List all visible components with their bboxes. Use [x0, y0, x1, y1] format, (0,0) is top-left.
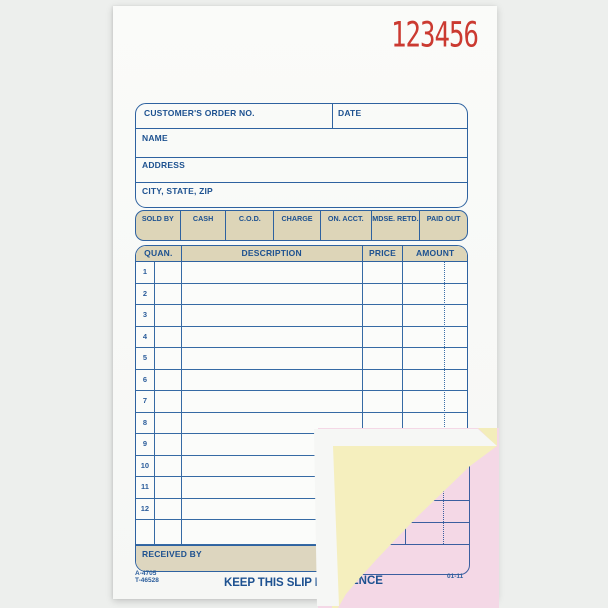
amount-cell: [402, 283, 467, 304]
amount-cell: [402, 262, 467, 283]
quan-cell: [153, 412, 181, 433]
pink-table-corner: [348, 450, 470, 575]
header-amount: AMOUNT: [402, 246, 467, 261]
price-cell: [361, 326, 403, 347]
quan-cell: [153, 348, 181, 369]
table-row: 5: [136, 348, 467, 370]
header-quan: QUAN.: [144, 248, 173, 258]
description-cell: [180, 348, 362, 369]
quan-cell: [153, 498, 181, 519]
description-cell: [180, 305, 362, 326]
row-number: 4: [142, 331, 148, 341]
description-cell: [180, 434, 362, 455]
pink-date-code: 01-11: [447, 573, 464, 580]
description-cell: [180, 326, 362, 347]
price-cell: [361, 305, 403, 326]
amount-cell: [402, 305, 467, 326]
address-label: ADDRESS: [142, 160, 185, 170]
row-number: 10: [140, 460, 150, 470]
description-cell: [180, 498, 362, 519]
form-codes: A-4705 T-46528: [135, 570, 159, 584]
amount-cell: [402, 348, 467, 369]
price-cell: [361, 348, 403, 369]
table-row: 6: [136, 369, 467, 391]
row-number: [136, 520, 154, 544]
payment-method-box: SOLD BY CASH C.O.D. CHARGE ON. ACCT. MDS…: [135, 210, 468, 241]
table-rows: 1 2 3 4 5 6 7 8 9 10 11 12: [136, 262, 467, 545]
quan-cell: [153, 369, 181, 390]
name-label: NAME: [142, 133, 168, 143]
description-cell: [180, 520, 362, 544]
row-number: 7: [142, 396, 148, 405]
table-row: 2: [136, 283, 467, 305]
description-cell: [180, 262, 362, 283]
received-by-label: RECEIVED BY: [142, 549, 202, 559]
form-code-2: T-46528: [135, 576, 159, 584]
amount-cell: [402, 412, 467, 433]
payment-cell-cod: C.O.D.: [225, 211, 273, 240]
date-label: DATE: [338, 108, 362, 118]
description-cell: [180, 412, 362, 433]
header-price: PRICE: [361, 246, 403, 261]
table-row: 1: [136, 262, 467, 284]
amount-cell: [402, 369, 467, 390]
cents-dotted-rule: [444, 262, 445, 545]
price-cell: [361, 412, 403, 433]
city-state-zip-label: CITY, STATE, ZIP: [142, 186, 213, 196]
amount-cell: [402, 391, 467, 412]
pink-cents-dotted-rule: [443, 483, 444, 544]
row-number: 6: [142, 374, 148, 384]
quan-cell: [153, 391, 181, 412]
serial-number: 123456: [391, 16, 479, 56]
row-number: 8: [142, 417, 148, 427]
row-number: 3: [142, 310, 148, 319]
form-code-1: A-4705: [135, 570, 157, 577]
quan-cell: [153, 434, 181, 455]
row-number: 11: [140, 482, 149, 491]
description-cell: [180, 391, 362, 412]
quan-cell: [153, 477, 181, 498]
table-header-row: QUAN. DESCRIPTION PRICE AMOUNT: [136, 246, 467, 262]
amount-cell: [402, 326, 467, 347]
payment-cell-on-acct: ON. ACCT.: [319, 211, 371, 240]
row-number: 12: [140, 503, 150, 513]
divider: [136, 127, 467, 129]
description-cell: [180, 283, 362, 304]
divider: [332, 104, 333, 128]
price-cell: [361, 262, 403, 283]
divider: [136, 156, 467, 158]
description-cell: [180, 455, 362, 476]
payment-cell-sold-by: SOLD BY: [141, 214, 174, 223]
quan-cell: [153, 305, 181, 326]
price-cell: [361, 391, 403, 412]
header-description: DESCRIPTION: [180, 246, 362, 261]
table-row: 4: [136, 326, 467, 348]
row-number: 1: [142, 267, 148, 276]
payment-cell-mdse-retd: MDSE. RETD.: [370, 211, 420, 240]
quan-cell: [153, 455, 181, 476]
description-cell: [180, 477, 362, 498]
divider: [136, 181, 467, 183]
payment-cell-paid-out: PAID OUT: [419, 211, 467, 240]
pink-grid-line: [340, 544, 469, 545]
quan-cell: [153, 326, 181, 347]
description-cell: [180, 369, 362, 390]
table-row: 7: [136, 391, 467, 413]
quan-cell: [153, 262, 181, 283]
row-number: 9: [142, 439, 148, 448]
table-row: 8: [136, 412, 467, 434]
table-row: 3: [136, 305, 467, 327]
payment-cell-charge: CHARGE: [273, 211, 320, 240]
quan-cell: [153, 520, 181, 544]
payment-cell-cash: CASH: [179, 211, 226, 240]
row-number: 5: [142, 353, 148, 362]
row-number: 2: [142, 288, 148, 298]
price-cell: [361, 369, 403, 390]
order-no-label: CUSTOMER'S ORDER NO.: [144, 108, 255, 118]
quan-cell: [153, 283, 181, 304]
price-cell: [361, 283, 403, 304]
customer-info-box: CUSTOMER'S ORDER NO. DATE NAME ADDRESS C…: [135, 103, 468, 208]
